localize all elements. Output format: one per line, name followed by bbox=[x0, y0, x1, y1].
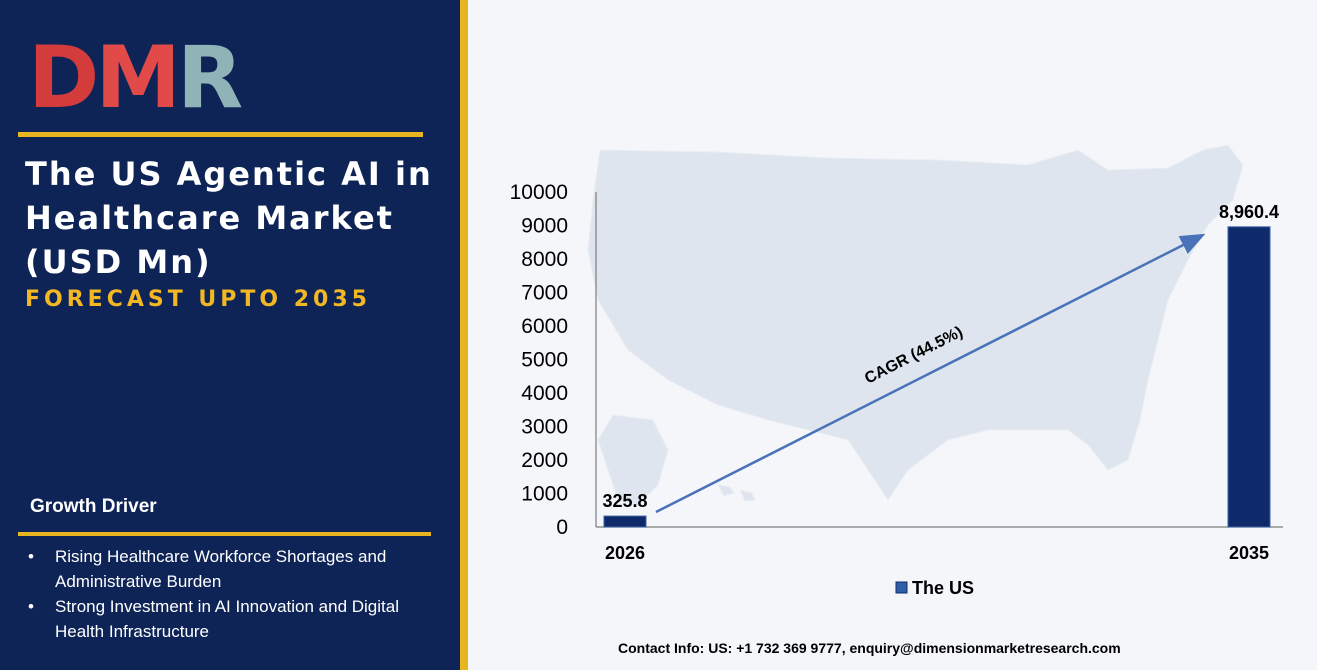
legend-swatch bbox=[895, 581, 908, 594]
y-tick-label: 10000 bbox=[510, 181, 568, 204]
category-label-2026: 2026 bbox=[605, 543, 645, 563]
y-tick-label: 9000 bbox=[521, 215, 568, 238]
y-tick-label: 3000 bbox=[521, 416, 568, 439]
y-tick-label: 8000 bbox=[521, 248, 568, 271]
dmr-logo: D M R bbox=[28, 28, 243, 128]
y-tick-label: 1000 bbox=[521, 483, 568, 506]
y-axis-ticks: 0 1000 2000 3000 4000 5000 6000 7000 8000 9000 100… bbox=[510, 181, 568, 539]
logo-letter-d: D bbox=[28, 28, 99, 128]
legend: The US bbox=[895, 578, 974, 598]
growth-driver-list: Rising Healthcare Workforce Shortages an… bbox=[28, 544, 448, 644]
contact-info: Contact Info: US: +1 732 369 9777, enqui… bbox=[618, 640, 1121, 656]
page-title: The US Agentic AI in Healthcare Market (… bbox=[25, 155, 433, 281]
data-label-2026: 325.8 bbox=[602, 491, 647, 511]
category-labels: 2026 2035 bbox=[605, 543, 1269, 563]
growth-driver-item: Strong Investment in AI Innovation and D… bbox=[28, 594, 448, 644]
bar-2035 bbox=[1227, 226, 1271, 528]
y-tick-label: 7000 bbox=[521, 282, 568, 305]
growth-driver-rule bbox=[18, 532, 431, 536]
y-tick-label: 4000 bbox=[521, 382, 568, 405]
y-tick-label: 0 bbox=[556, 516, 568, 539]
y-tick-label: 5000 bbox=[521, 349, 568, 372]
bar-chart: 0 1000 2000 3000 4000 5000 6000 7000 8000 9000 100… bbox=[510, 144, 1283, 598]
y-tick-label: 6000 bbox=[521, 315, 568, 338]
growth-driver-heading: Growth Driver bbox=[30, 496, 157, 517]
logo-letter-m: M bbox=[95, 28, 181, 128]
cagr-arrow bbox=[655, 233, 1206, 514]
category-label-2035: 2035 bbox=[1229, 543, 1269, 563]
legend-label: The US bbox=[912, 578, 974, 598]
forecast-subtitle: FORECAST UPTO 2035 bbox=[25, 287, 371, 312]
data-labels: 325.8 8,960.4 bbox=[602, 202, 1279, 511]
y-tick-label: 2000 bbox=[521, 449, 568, 472]
growth-driver-item: Rising Healthcare Workforce Shortages an… bbox=[28, 544, 448, 594]
bar-2026 bbox=[603, 515, 647, 528]
title-rule bbox=[18, 132, 423, 137]
gold-divider bbox=[460, 0, 468, 670]
data-label-2035: 8,960.4 bbox=[1219, 202, 1279, 222]
bars bbox=[603, 226, 1271, 528]
us-map-silhouette bbox=[587, 144, 1244, 506]
logo-letter-r: R bbox=[176, 28, 243, 128]
